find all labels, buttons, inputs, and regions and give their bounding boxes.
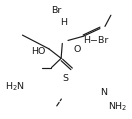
- Text: S: S: [63, 74, 69, 83]
- Text: H: H: [60, 17, 67, 27]
- Text: H−Br: H−Br: [83, 36, 109, 45]
- Text: N: N: [100, 88, 107, 97]
- Text: HO: HO: [31, 47, 45, 56]
- Text: O: O: [73, 45, 81, 54]
- Text: NH$_2$: NH$_2$: [108, 101, 127, 113]
- Text: Br: Br: [51, 6, 62, 15]
- Text: H$_2$N: H$_2$N: [5, 81, 25, 93]
